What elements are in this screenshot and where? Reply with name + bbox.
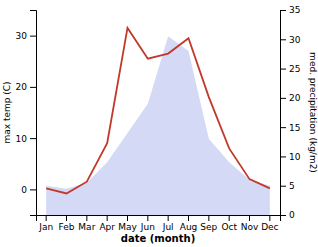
tick-label: 20	[289, 93, 301, 103]
tick-mark	[280, 186, 286, 187]
tick-label: Feb	[59, 222, 75, 232]
tick-mark	[269, 215, 270, 221]
tick-mark	[280, 39, 286, 40]
tick-mark	[280, 69, 286, 70]
x-axis: Jan FebMar AprMayJun Jul AugSep Oct NovDec	[37, 215, 281, 232]
tick-label: 15	[289, 123, 300, 133]
tick-mark	[168, 215, 169, 221]
tick: Apr	[99, 215, 115, 232]
tick-label: 20	[16, 82, 28, 92]
tick: Jan	[38, 215, 53, 232]
tick-mark	[208, 215, 209, 221]
tick-mark	[30, 138, 36, 139]
tick: Oct	[221, 215, 237, 232]
tick-label: May	[118, 222, 137, 232]
tick-label: Jun	[140, 222, 155, 232]
tick-label: 25	[289, 64, 300, 74]
tick: Feb	[59, 215, 75, 232]
tick-mark	[280, 215, 286, 216]
chart: Jan FebMar AprMayJun Jul AugSep Oct NovDec 0 10 2…	[0, 0, 318, 247]
tick: 0	[21, 185, 36, 195]
tick-label: 35	[289, 5, 300, 15]
tick-label: Jul	[162, 222, 174, 232]
axis-line	[37, 216, 281, 222]
tick: Aug	[180, 215, 198, 232]
tick: Mar	[78, 215, 95, 232]
y-axis: 0 10 20 30	[16, 11, 37, 216]
tick: 15	[280, 123, 300, 133]
tick: May	[118, 215, 137, 232]
tick-mark	[30, 36, 36, 37]
tick-mark	[86, 215, 87, 221]
tick: 10	[16, 134, 36, 144]
y2-axis: 0 5 10 15 20 25 30 35	[280, 5, 301, 220]
tick-label: 5	[289, 181, 295, 191]
tick-label: Sep	[200, 222, 217, 232]
tick-mark	[280, 98, 286, 99]
area	[46, 36, 270, 215]
tick-label: 0	[289, 210, 295, 220]
tick: 25	[280, 64, 300, 74]
tick-mark	[66, 215, 67, 221]
tick-label: Apr	[99, 222, 115, 232]
y2-axis-title: med. precipitation (kg/m2)	[308, 52, 318, 173]
tick-mark	[188, 215, 189, 221]
tick: Jul	[162, 215, 174, 232]
tick-mark	[46, 215, 47, 221]
tick-mark	[147, 215, 148, 221]
tick-label: 30	[289, 35, 301, 45]
tick-label: 0	[21, 185, 27, 195]
tick-label: Mar	[78, 222, 95, 232]
tick-label: 30	[16, 31, 28, 41]
tick-label: Oct	[221, 222, 237, 232]
tick: 0	[280, 210, 295, 220]
tick: 5	[280, 181, 295, 191]
tick-mark	[280, 156, 286, 157]
tick-label: Aug	[180, 222, 198, 232]
marks	[46, 28, 270, 215]
axis-line	[30, 11, 37, 216]
tick: 30	[16, 31, 36, 41]
y-axis-title: max temp (C)	[2, 81, 12, 143]
tick-label: Jan	[38, 222, 53, 232]
tick: 20	[280, 93, 301, 103]
tick-mark	[280, 10, 286, 11]
tick-mark	[249, 215, 250, 221]
tick-mark	[280, 127, 286, 128]
tick-label: Nov	[241, 222, 259, 232]
line	[46, 28, 270, 194]
tick-mark	[127, 215, 128, 221]
tick-mark	[30, 87, 36, 88]
tick: 10	[280, 152, 301, 162]
x-axis-title: date (month)	[121, 233, 195, 244]
tick-label: 10	[16, 134, 28, 144]
tick-mark	[107, 215, 108, 221]
tick-mark	[30, 189, 36, 190]
tick: Sep	[200, 215, 217, 232]
tick: 35	[280, 5, 300, 15]
tick-label: 10	[289, 152, 301, 162]
axis-line	[281, 11, 287, 216]
plot: Jan FebMar AprMayJun Jul AugSep Oct NovDec 0 10 2…	[16, 5, 301, 232]
tick: 30	[280, 35, 301, 45]
tick: Dec	[261, 215, 278, 232]
tick: Jun	[140, 215, 155, 232]
tick-mark	[229, 215, 230, 221]
tick: 20	[16, 82, 36, 92]
tick: Nov	[241, 215, 259, 232]
tick-label: Dec	[261, 222, 278, 232]
